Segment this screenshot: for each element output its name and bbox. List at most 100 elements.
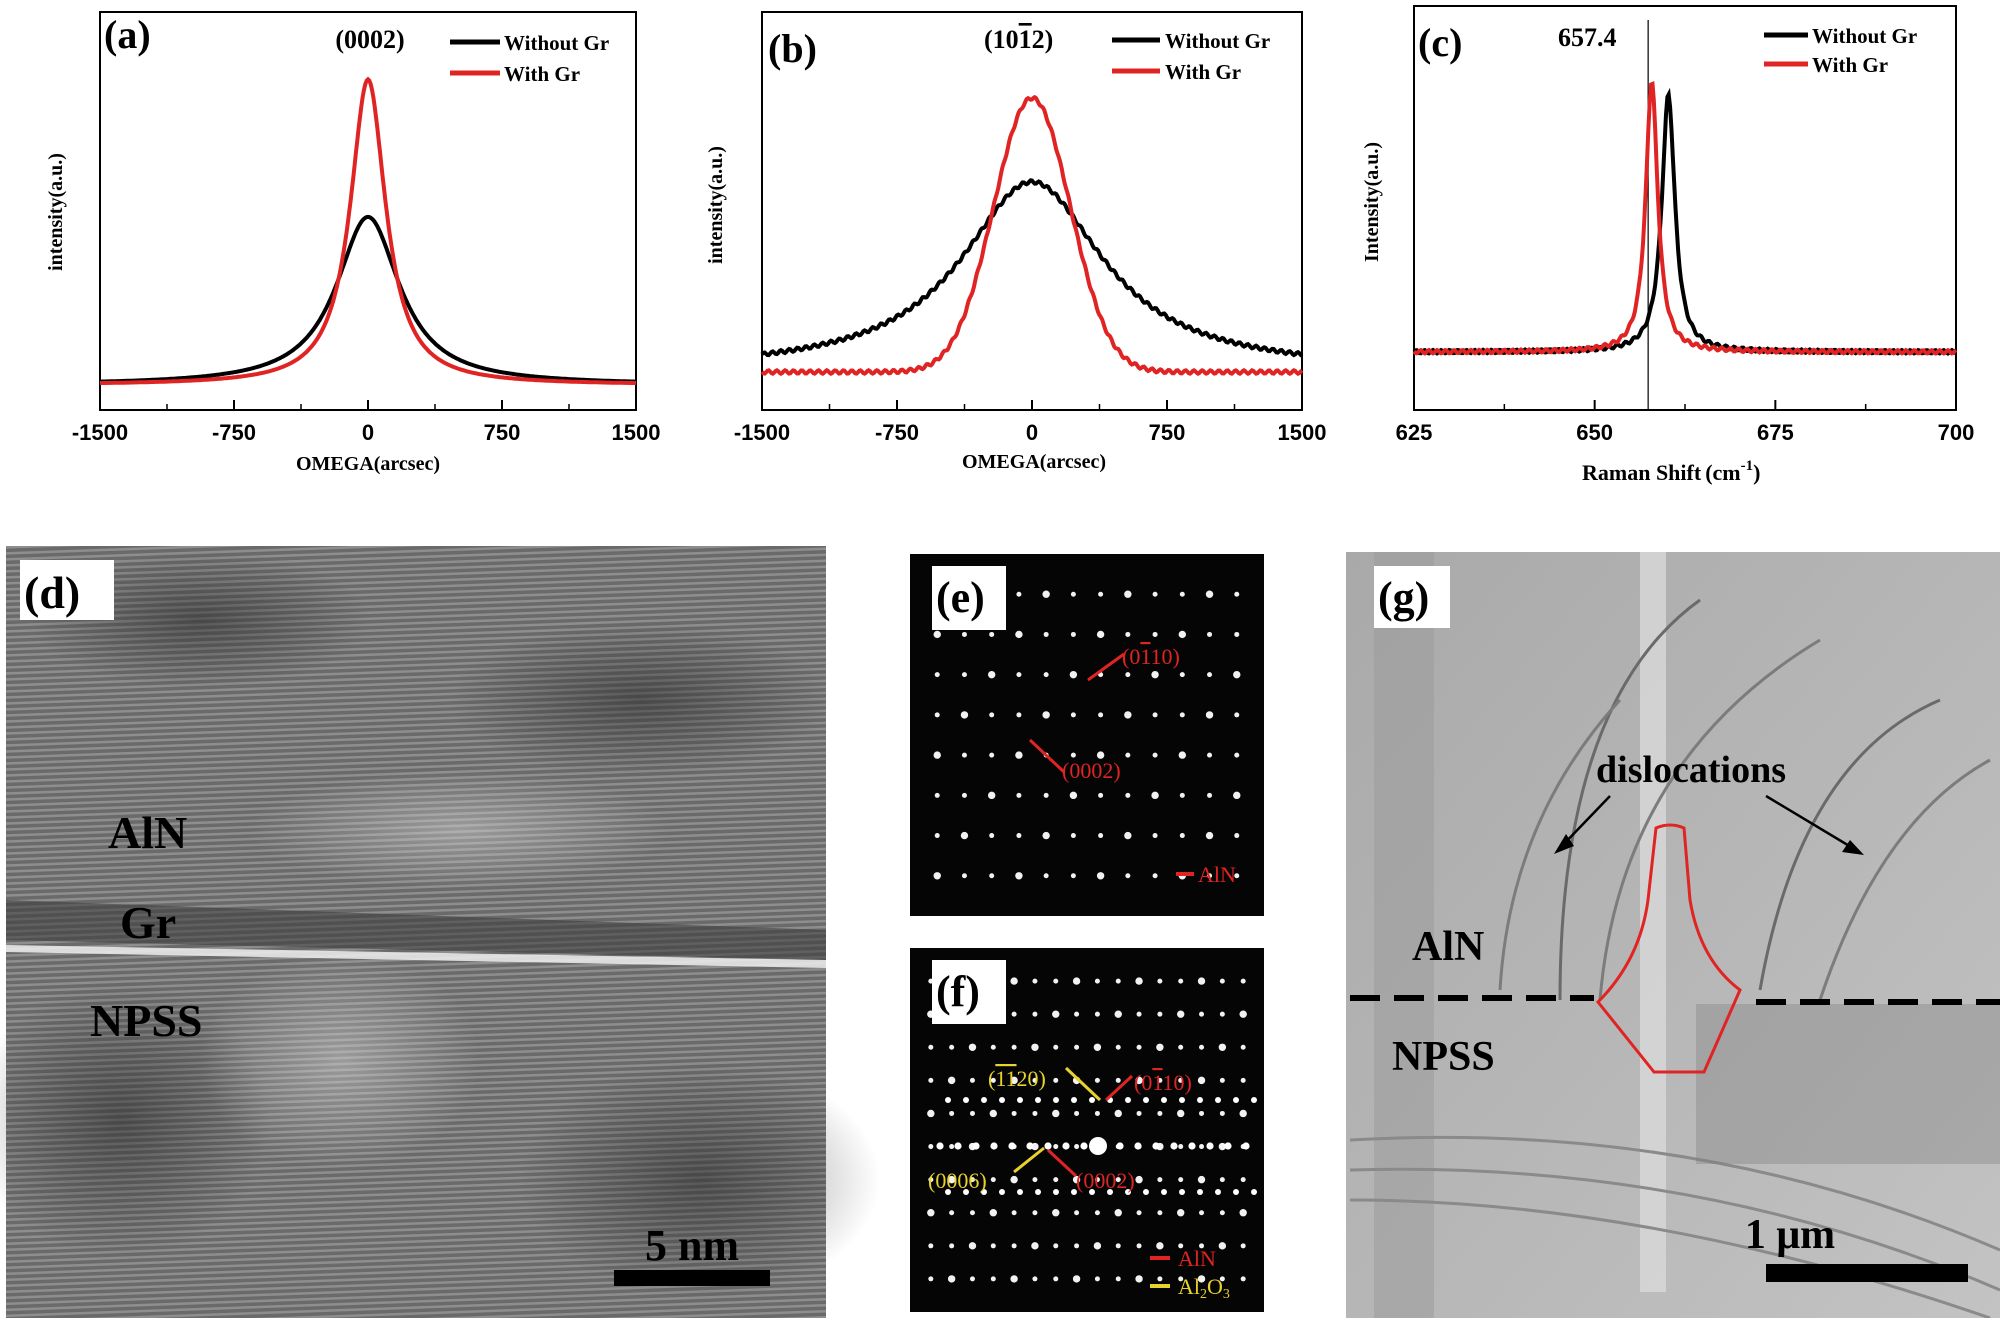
npss-outline [1595,823,1742,1074]
x-axis-unit-end: ) [1753,460,1760,485]
dislocation-line [1818,758,1991,1001]
diffraction-spot [1151,670,1159,679]
diffraction-spot [934,792,940,798]
spot-label-start: ( [988,1066,995,1091]
diffraction-spot [1178,1243,1184,1249]
layer-label-npss: NPSS [1392,1034,1495,1080]
spot-label-end: 10) [1151,644,1180,669]
diffraction-spot [1152,591,1158,597]
diffraction-spot [1157,978,1163,984]
diffraction-spot [1188,1142,1196,1150]
diffraction-spot [1032,1011,1038,1017]
diffraction-spot [999,1097,1005,1103]
diffraction-spot [1016,712,1022,718]
diffraction-spot [990,1177,996,1183]
diffraction-spot [1015,872,1023,880]
diffraction-spot [1199,1144,1205,1150]
diffraction-spot [1026,1142,1034,1150]
diffraction-spot [1205,711,1214,719]
diffraction-spot [1178,1144,1184,1150]
annotation-dislocations: dislocations [1596,749,1786,791]
diffraction-spot [1135,1175,1143,1184]
indexing-arrow [1028,738,1066,774]
diffraction-spot [1136,1044,1142,1050]
graphene-interface-band [6,900,826,960]
x-ticks [761,400,1303,410]
indexing-arrow [1087,652,1125,682]
diffraction-spot [1015,751,1023,759]
diffraction-spot [960,711,969,719]
diffraction-spot [1125,1189,1131,1195]
diffraction-spot [1094,978,1100,984]
diffraction-spot [960,831,969,840]
diffraction-spot [1179,833,1185,839]
diffraction-spot [1170,1142,1178,1150]
diffraction-spot [1152,712,1158,718]
diffraction-spot [968,1242,977,1250]
diffraction-spot [1197,1189,1203,1195]
diffraction-spot [1143,1189,1149,1195]
diffraction-spot [990,1243,996,1249]
diffraction-spot [1035,1189,1041,1195]
series-line-with-gr [760,94,1304,377]
diffraction-spot [1197,1275,1206,1283]
series-line-without-gr [100,214,636,384]
panel-label-bg [932,566,1006,630]
diffraction-spot [1032,978,1038,984]
diffraction-spot [1072,1175,1081,1184]
indexing-arrow [1013,1146,1045,1174]
diffraction-spot [961,873,967,879]
diffraction-spot [1053,1189,1059,1195]
diffraction-spot [1205,831,1214,840]
vertical-streak [1374,552,1434,1318]
diffraction-spot [1219,1276,1225,1282]
diffraction-spot [969,1177,975,1183]
diffraction-spot [1125,1097,1131,1103]
annotation-arrow [1765,794,1857,852]
diffraction-spot [1072,977,1081,985]
diffraction-spot [989,873,995,879]
diffraction-spot [1157,1177,1163,1183]
x-tick-label: 1500 [612,420,661,445]
diffraction-spot [1178,751,1187,759]
diffraction-spot [1240,1177,1246,1183]
diffraction-spot [972,1142,980,1150]
spot-label-end: 20) [1017,1066,1046,1091]
diffraction-spot [1178,630,1187,639]
diffraction-spot [1010,1175,1018,1184]
diffraction-spot [1010,977,1018,985]
x-tick-labels: 625 650 675 700 [1396,420,1975,445]
diffraction-spot [928,1243,934,1249]
panel-label: (a) [104,12,151,57]
indexing-arrow [1046,1148,1078,1178]
diffraction-spot [1016,591,1022,597]
diffraction-spot [1125,631,1131,637]
diffraction-spot [1240,1077,1246,1083]
spot-label-overbar: 1 [1140,644,1150,669]
diffraction-spot [936,1142,944,1150]
diffraction-spot [989,1109,997,1118]
spot-label-0-1-10: (0110) [1134,1070,1192,1095]
diffraction-spot [1011,1210,1017,1216]
spot-label-overbar: 1 [1006,1066,1017,1091]
diffraction-spot [1219,1110,1225,1116]
diffraction-spot [1199,1243,1205,1249]
diffraction-spot [990,1077,996,1083]
panel-label: (g) [1378,573,1429,622]
diffraction-spot [1011,1011,1017,1017]
diffraction-spot [1234,591,1240,597]
legend-label-with-gr: With Gr [504,62,580,86]
panel-label-bg [932,960,1006,1024]
diffraction-spot [1125,752,1131,758]
legend-label-without-gr: Without Gr [504,31,609,55]
diffraction-spot [1115,1177,1121,1183]
diffraction-spot [1197,1097,1203,1103]
diffraction-spot [1116,1142,1124,1150]
panel-label: (b) [768,26,817,71]
diffraction-spot [947,1275,956,1283]
diffraction-spot [990,1142,998,1150]
diffraction-spot [1218,1043,1227,1051]
diffraction-spot [1089,1189,1095,1195]
x-axis-label: OMEGA(arcsec) [296,453,440,475]
diffraction-spot [1156,1242,1164,1250]
